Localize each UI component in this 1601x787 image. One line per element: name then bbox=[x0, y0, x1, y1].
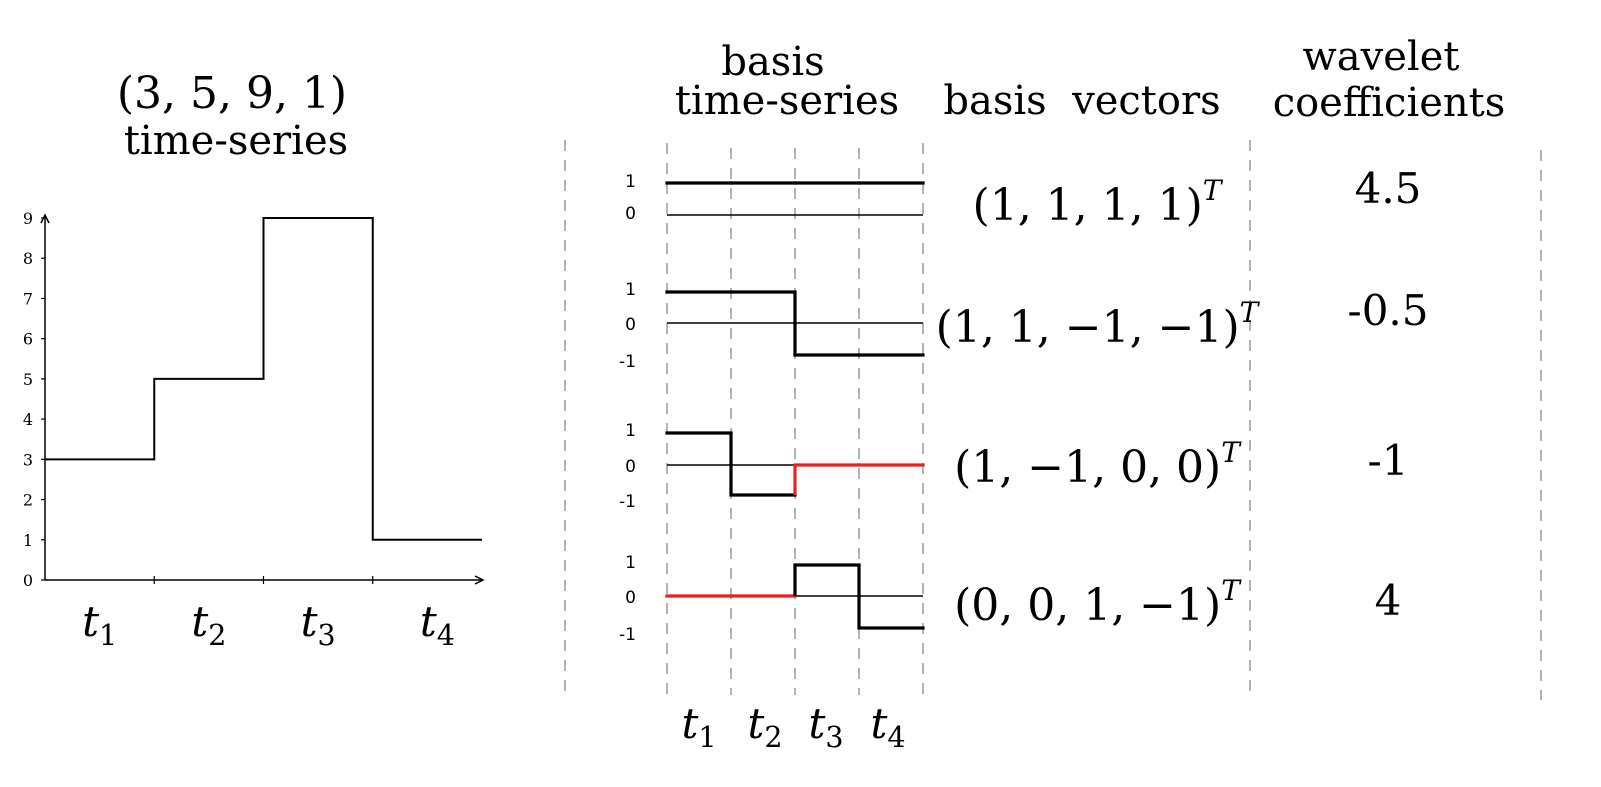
basis-y-tick-label: 1 bbox=[625, 421, 636, 441]
basis-vector: (1, 1, 1, 1)T bbox=[973, 174, 1224, 231]
header-basis: basis bbox=[721, 39, 824, 85]
left-chart-subtitle: time-series bbox=[124, 118, 348, 164]
basis-row: 1 0 -1 (1, −1, 0, 0)T -1 bbox=[619, 421, 1408, 512]
left-chart-title: (3, 5, 9, 1) bbox=[117, 68, 347, 119]
wavelet-coefficient: -1 bbox=[1368, 436, 1409, 485]
y-tick-label: 3 bbox=[23, 450, 33, 469]
basis-vector-value: (1, 1, −1, −1) bbox=[936, 302, 1240, 353]
y-tick-label: 9 bbox=[23, 209, 33, 228]
x-axis-arrow bbox=[474, 575, 485, 585]
y-tick-label: 8 bbox=[23, 249, 33, 268]
y-tick-group: 0 1 2 3 4 5 6 7 8 9 bbox=[23, 209, 45, 590]
basis-y-tick-label: 0 bbox=[625, 315, 636, 335]
basis-y-tick-label: 1 bbox=[625, 553, 636, 573]
wavelet-coefficient: -0.5 bbox=[1348, 286, 1429, 335]
column-separators bbox=[564, 140, 1542, 700]
bottom-time-label-sub: 1 bbox=[698, 720, 716, 754]
y-tick-label: 4 bbox=[23, 410, 33, 429]
basis-y-tick-label: 1 bbox=[625, 280, 636, 300]
y-tick-label: 5 bbox=[23, 370, 33, 389]
basis-y-tick-label: -1 bbox=[619, 625, 636, 645]
header-wavelet: wavelet bbox=[1303, 34, 1460, 80]
x-time-label: t2 bbox=[191, 597, 226, 652]
y-tick-label: 1 bbox=[23, 531, 33, 550]
bottom-time-label-base: t bbox=[747, 699, 764, 748]
x-time-label-base: t bbox=[301, 597, 318, 646]
y-tick-label: 7 bbox=[23, 289, 33, 308]
bottom-time-label: t3 bbox=[808, 699, 843, 754]
basis-vector-transpose: T bbox=[1240, 296, 1261, 329]
bottom-time-label: t2 bbox=[747, 699, 782, 754]
x-time-label-sub: 3 bbox=[317, 618, 335, 652]
x-time-label: t1 bbox=[82, 597, 117, 652]
header-time-series: time-series bbox=[675, 78, 899, 124]
x-tick-group bbox=[153, 576, 374, 584]
basis-y-tick-label: 0 bbox=[625, 457, 636, 477]
basis-vector: (1, −1, 0, 0)T bbox=[954, 436, 1242, 493]
basis-vector: (0, 0, 1, −1)T bbox=[954, 574, 1242, 631]
bottom-time-label-sub: 3 bbox=[825, 720, 843, 754]
x-time-label-base: t bbox=[420, 597, 437, 646]
basis-vector-value: (1, −1, 0, 0) bbox=[954, 442, 1221, 493]
x-time-label-base: t bbox=[191, 597, 208, 646]
x-time-label: t3 bbox=[301, 597, 336, 652]
x-label-group: t1 t2 t3 t4 bbox=[82, 597, 455, 652]
y-axis-arrow bbox=[40, 213, 50, 224]
bottom-time-label-base: t bbox=[681, 699, 698, 748]
bottom-time-labels: t1 t2 t3 t4 bbox=[681, 699, 905, 754]
basis-y-tick-label: 0 bbox=[625, 588, 636, 608]
x-time-label-sub: 1 bbox=[99, 618, 117, 652]
basis-y-tick-label: -1 bbox=[619, 492, 636, 512]
x-time-label-sub: 4 bbox=[437, 618, 455, 652]
x-time-label-base: t bbox=[82, 597, 99, 646]
x-time-label-sub: 2 bbox=[208, 618, 226, 652]
bottom-time-label-base: t bbox=[870, 699, 887, 748]
basis-vector-transpose: T bbox=[1221, 436, 1242, 469]
bottom-time-label: t4 bbox=[870, 699, 905, 754]
x-time-label: t4 bbox=[420, 597, 455, 652]
wavelet-coefficient: 4 bbox=[1375, 576, 1402, 625]
basis-row: 1 0 -1 (1, 1, −1, −1)T -0.5 bbox=[619, 280, 1428, 372]
y-tick-label: 6 bbox=[23, 330, 33, 349]
header-basis-vectors: basis vectors bbox=[943, 78, 1220, 124]
basis-vector-transpose: T bbox=[1221, 574, 1242, 607]
y-tick-label: 0 bbox=[23, 571, 33, 590]
bottom-time-label-base: t bbox=[808, 699, 825, 748]
basis-y-tick-label: 0 bbox=[625, 204, 636, 224]
basis-y-tick-label: -1 bbox=[619, 352, 636, 372]
basis-row: 1 0 (1, 1, 1, 1)T 4.5 bbox=[625, 164, 1421, 231]
basis-vector-value: (0, 0, 1, −1) bbox=[954, 580, 1221, 631]
bottom-time-label-sub: 2 bbox=[764, 720, 782, 754]
header-coefficients: coefficients bbox=[1273, 80, 1506, 126]
step-series-line bbox=[45, 217, 482, 541]
basis-y-tick-label: 1 bbox=[625, 172, 636, 192]
y-tick-label: 2 bbox=[23, 491, 33, 510]
basis-vector-transpose: T bbox=[1203, 174, 1224, 207]
bottom-time-label: t1 bbox=[681, 699, 716, 754]
bottom-time-label-sub: 4 bbox=[887, 720, 905, 754]
wavelet-coefficient: 4.5 bbox=[1355, 164, 1422, 213]
basis-rows: 10 (1, 1, 1, 1)T 4.510-1(1, 1, −1, −1)T -0.… bbox=[619, 164, 1428, 645]
basis-vector-value: (1, 1, 1, 1) bbox=[973, 180, 1203, 231]
column-headers: basis time-series basis vectors wavelet … bbox=[675, 34, 1505, 126]
basis-vector: (1, 1, −1, −1)T bbox=[936, 296, 1261, 353]
basis-row: 1 0 -1 (0, 0, 1, −1)T 4 bbox=[619, 553, 1401, 645]
